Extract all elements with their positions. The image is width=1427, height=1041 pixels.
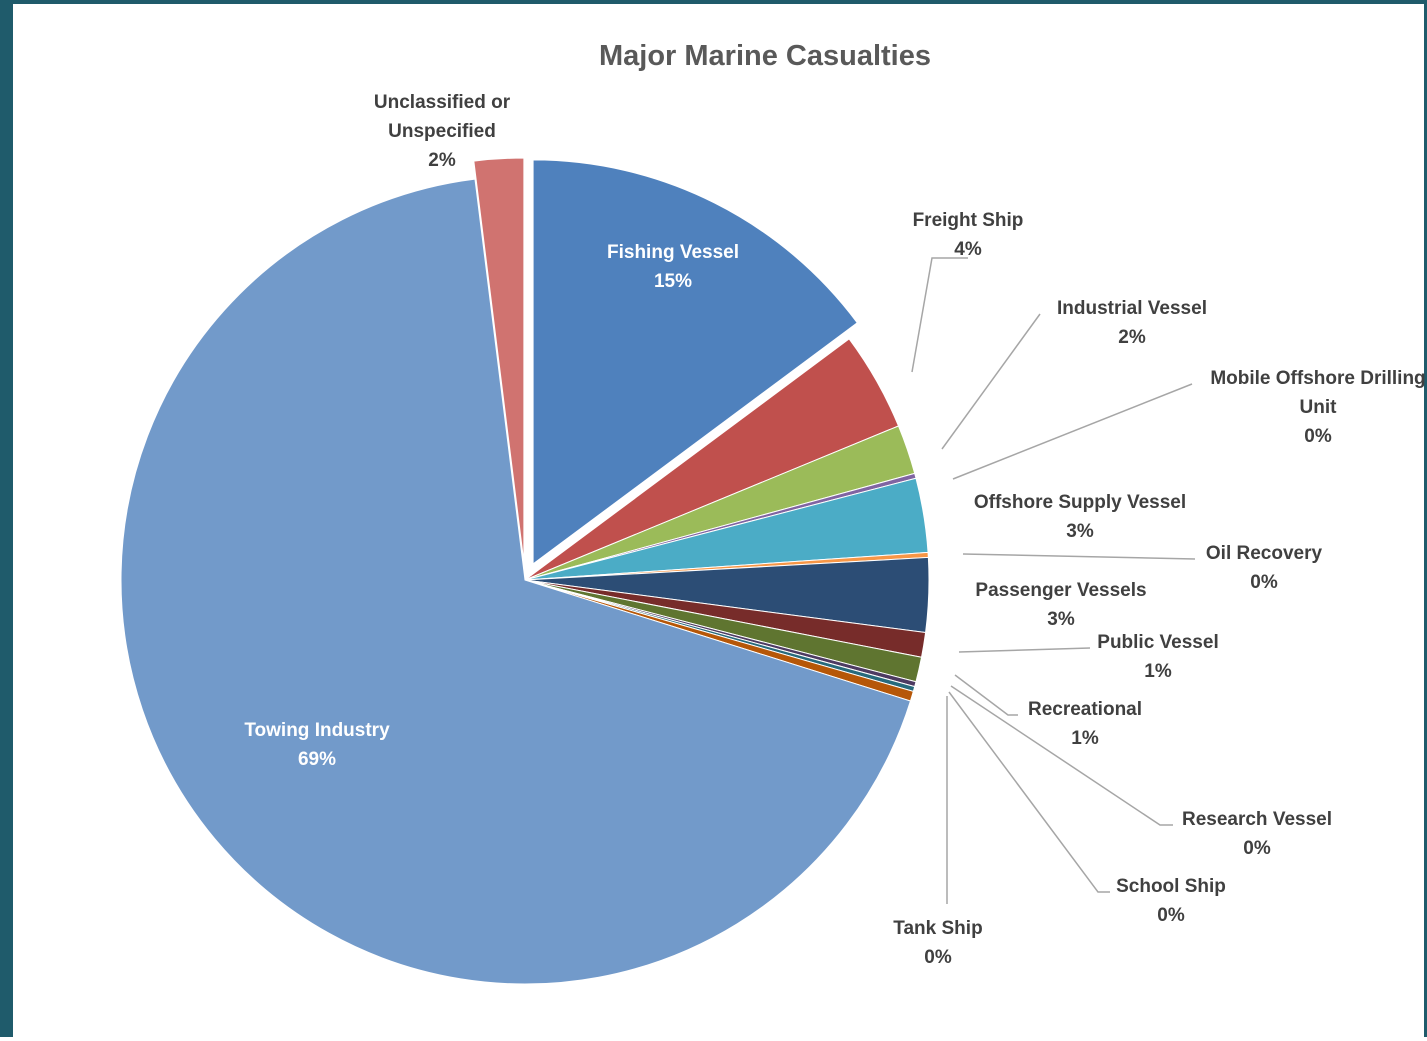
data-label-percent: 69% — [298, 749, 336, 770]
data-label-category: School Ship — [1116, 876, 1226, 897]
data-label-category: Passenger Vessels — [975, 580, 1146, 601]
data-label-percent: 0% — [1304, 426, 1332, 447]
leader-line — [948, 691, 1110, 893]
data-label-category: Tank Ship — [893, 918, 982, 939]
data-label-percent: 0% — [1157, 905, 1185, 926]
leader-line — [952, 383, 1193, 480]
data-label-percent: 1% — [1144, 661, 1172, 682]
data-label-category: Unit — [1300, 397, 1338, 418]
data-label-percent: 3% — [1066, 521, 1094, 542]
data-label-category: Public Vessel — [1097, 632, 1218, 653]
leader-line — [958, 647, 1091, 653]
leader-line — [911, 257, 968, 373]
data-label-category: Unspecified — [388, 121, 496, 142]
data-label-category: Oil Recovery — [1206, 543, 1323, 564]
data-label-category: Towing Industry — [244, 720, 390, 741]
pie-chart: Major Marine Casualties Fishing Vessel 15… — [120, 40, 1426, 985]
data-label-percent: 2% — [1118, 327, 1146, 348]
data-label-category: Recreational — [1028, 699, 1142, 720]
data-label-percent: 0% — [1250, 572, 1278, 593]
data-label-percent: 3% — [1047, 609, 1075, 630]
data-label-category: Unclassified or — [374, 92, 511, 113]
data-labels: Fishing Vessel 15% Freight Ship 4% Industria… — [244, 92, 1425, 968]
data-label-category: Freight Ship — [913, 210, 1024, 231]
data-label-category: Fishing Vessel — [607, 242, 739, 263]
pie-slice-towing-industry — [120, 178, 912, 985]
data-label-percent: 4% — [954, 239, 982, 260]
data-label-percent: 0% — [924, 947, 952, 968]
data-label-percent: 1% — [1071, 728, 1099, 749]
chart-title: Major Marine Casualties — [599, 40, 931, 72]
data-label-category: Mobile Offshore Drilling — [1210, 368, 1425, 389]
leader-line — [941, 313, 1041, 450]
pie-slice-fishing-vessel — [532, 159, 858, 565]
pie-slice-unclassified-or-unspecified — [473, 157, 525, 563]
leader-line — [950, 685, 1173, 826]
leader-line — [954, 674, 1018, 716]
data-label-percent: 15% — [654, 271, 692, 292]
data-label-percent: 0% — [1243, 838, 1271, 859]
data-label-percent: 2% — [428, 150, 456, 171]
data-label-category: Research Vessel — [1182, 809, 1332, 830]
data-label-category: Offshore Supply Vessel — [974, 492, 1186, 513]
data-label-category: Industrial Vessel — [1057, 298, 1207, 319]
leader-line — [962, 553, 1196, 560]
pie-slices — [120, 157, 930, 985]
leader-lines — [911, 257, 1196, 904]
